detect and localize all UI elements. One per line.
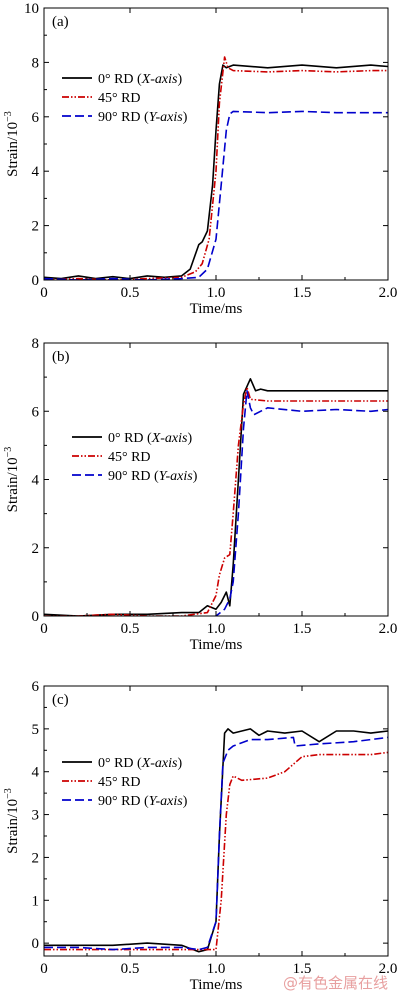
x-tick-label: 1.5	[293, 621, 312, 637]
x-tick-label: 0.5	[121, 621, 140, 637]
y-tick-label: 2	[32, 850, 40, 866]
legend-entry: 45° RD	[72, 450, 151, 465]
y-tick-label: 6	[32, 679, 40, 695]
chart-panel-b: 0 0.5 1.0 1.5 2.0 0 2 4 6 8 (b) Time/ms Strain/10−3 0…	[3, 336, 397, 653]
legend-entry: 0° RD (X-axis)	[62, 756, 182, 771]
y-tick-label: 4	[32, 765, 40, 781]
x-tick-label: 2.0	[379, 285, 398, 301]
y-tick-label: 2	[32, 541, 40, 557]
y-tick-label: 8	[32, 55, 40, 71]
legend-label: 0° RD (X-axis)	[108, 431, 192, 446]
x-axis-label: Time/ms	[190, 637, 243, 653]
x-tick-label: 1.0	[207, 961, 226, 977]
y-tick-label: 4	[32, 473, 40, 489]
legend-label: 90° RD (Y-axis)	[108, 469, 198, 484]
y-tick-label: 5	[32, 722, 40, 738]
y-tick-label: 3	[32, 808, 40, 824]
legend-entry: 90° RD (Y-axis)	[72, 469, 198, 484]
x-tick-label: 2.0	[379, 961, 398, 977]
legend-label: 45° RD	[98, 91, 141, 106]
series-line-1	[44, 386, 388, 616]
y-axis-label: Strain/10−3	[3, 447, 21, 513]
series-line-2	[211, 389, 388, 616]
x-tick-label: 2.0	[379, 621, 398, 637]
series-line-0	[44, 64, 388, 280]
x-tick-label: 0.5	[121, 961, 140, 977]
x-tick-label: 1.0	[207, 621, 226, 637]
y-tick-label: 1	[32, 893, 40, 909]
legend-entry: 45° RD	[62, 775, 141, 790]
y-tick-label: 10	[24, 1, 39, 17]
legend-label: 0° RD (X-axis)	[98, 72, 182, 87]
y-tick-label: 6	[32, 110, 40, 126]
legend-label: 45° RD	[98, 775, 141, 790]
panel-label: (c)	[52, 692, 69, 708]
x-axis-label: Time/ms	[190, 977, 243, 993]
series-line-1	[44, 751, 388, 951]
series-line-1	[44, 56, 388, 280]
legend-label: 0° RD (X-axis)	[98, 756, 182, 771]
y-axis-label: Strain/10−3	[3, 788, 21, 854]
x-tick-label: 0	[40, 285, 48, 301]
x-tick-label: 0	[40, 961, 48, 977]
x-tick-label: 1.5	[293, 961, 312, 977]
x-tick-label: 1.0	[207, 285, 226, 301]
legend-label: 45° RD	[108, 450, 151, 465]
y-tick-label: 2	[32, 219, 40, 235]
x-tick-label: 0	[40, 621, 48, 637]
y-axis-label: Strain/10−3	[3, 111, 21, 177]
y-tick-label: 4	[32, 164, 40, 180]
y-tick-label: 6	[32, 404, 40, 420]
watermark: @有色金属在线	[282, 974, 388, 992]
y-tick-label: 0	[32, 273, 40, 289]
legend-label: 90° RD (Y-axis)	[98, 110, 188, 125]
legend-entry: 90° RD (Y-axis)	[62, 794, 188, 809]
x-tick-label: 1.5	[293, 285, 312, 301]
y-tick-label: 0	[32, 936, 40, 952]
series-line-0	[44, 728, 388, 953]
x-tick-label: 0.5	[121, 285, 140, 301]
legend-entry: 0° RD (X-axis)	[62, 72, 182, 87]
legend-entry: 90° RD (Y-axis)	[62, 110, 188, 125]
chart-panel-c: 0 0.5 1.0 1.5 2.0 0 1 2 3 4 5 6 (c) Time/ms Strain/10−…	[3, 679, 397, 993]
plot-frame	[43, 342, 389, 617]
y-tick-label: 0	[32, 609, 40, 625]
legend-entry: 0° RD (X-axis)	[72, 431, 192, 446]
panel-label: (b)	[52, 349, 70, 365]
x-axis-label: Time/ms	[190, 301, 243, 317]
chart-panel-a: 0 0.5 1.0 1.5 2.0 0 2 4 6 8 10 (a) Time/ms Strain/10−…	[3, 1, 397, 317]
legend-label: 90° RD (Y-axis)	[98, 794, 188, 809]
panel-label: (a)	[52, 14, 69, 30]
y-tick-label: 8	[32, 336, 40, 352]
series-line-0	[44, 377, 388, 616]
legend-entry: 45° RD	[62, 91, 141, 106]
